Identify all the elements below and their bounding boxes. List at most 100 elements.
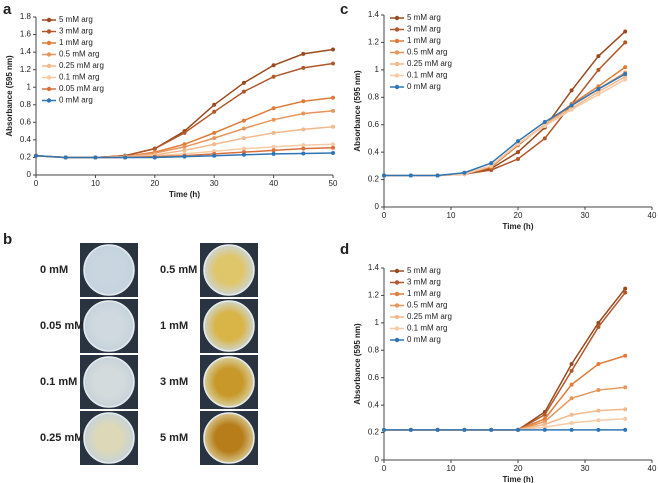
y-tick-label: 0.6	[368, 373, 380, 382]
series-line	[384, 73, 626, 177]
legend-marker	[46, 75, 52, 80]
data-point	[596, 324, 601, 329]
data-point	[301, 51, 306, 56]
plate	[83, 412, 135, 464]
data-point	[596, 408, 601, 413]
data-point	[34, 153, 38, 158]
data-point	[569, 88, 574, 93]
y-tick-label: 0.8	[20, 100, 32, 109]
data-point	[408, 427, 413, 432]
data-point	[212, 109, 217, 114]
data-point	[331, 47, 335, 52]
y-tick-label: 1.2	[20, 65, 32, 74]
legend-marker	[46, 40, 52, 46]
data-point	[212, 136, 217, 141]
legend-marker	[394, 303, 400, 308]
data-point	[331, 95, 335, 100]
data-point	[623, 416, 628, 421]
data-point	[569, 362, 574, 366]
legend-label: 0.05 mM arg	[59, 84, 104, 93]
legend-marker	[394, 84, 400, 90]
data-point	[241, 136, 246, 141]
y-tick-label: 0.8	[368, 345, 380, 354]
legend-label: 1 mM arg	[59, 38, 93, 47]
data-point	[489, 167, 494, 172]
legend-marker	[394, 27, 400, 32]
data-point	[623, 290, 628, 295]
data-point	[301, 99, 306, 104]
data-point	[542, 422, 547, 427]
y-axis-title: Absorbance (595 nm)	[5, 55, 14, 137]
x-tick-label: 30	[581, 464, 590, 473]
y-tick-label: 1.8	[20, 12, 32, 21]
data-point	[542, 425, 547, 430]
legend-marker	[394, 326, 400, 331]
data-point	[212, 153, 217, 158]
data-point	[182, 130, 187, 135]
legend-label: 3 mM arg	[59, 27, 93, 36]
legend-label: 0 mM arg	[59, 96, 93, 105]
data-point	[623, 65, 628, 70]
data-point	[542, 412, 547, 417]
x-tick-label: 20	[514, 464, 523, 473]
plate	[203, 412, 255, 464]
x-tick-label: 10	[91, 179, 100, 188]
data-point	[596, 388, 601, 393]
y-tick-label: 0.4	[368, 147, 380, 156]
legend-marker	[394, 15, 400, 21]
data-point	[271, 144, 276, 149]
data-point	[93, 155, 98, 160]
data-point	[596, 67, 601, 72]
legend-label: 0.5 mM arg	[407, 48, 447, 57]
data-point	[516, 427, 520, 432]
data-point	[408, 173, 413, 178]
data-point	[271, 74, 276, 79]
legend-marker	[46, 98, 52, 103]
data-point	[596, 92, 601, 97]
y-tick-label: 0	[375, 202, 380, 211]
legend-marker	[394, 337, 400, 343]
plate	[83, 244, 135, 296]
data-point	[182, 154, 187, 159]
data-point	[462, 427, 467, 432]
data-point	[569, 412, 574, 417]
data-point	[331, 142, 335, 147]
legend-label: 0.1 mM arg	[59, 73, 99, 82]
legend-marker	[394, 291, 400, 297]
legend-label: 0.25 mM arg	[407, 59, 452, 68]
y-tick-label: 1.4	[368, 10, 380, 19]
data-point	[623, 74, 628, 79]
data-point	[301, 151, 306, 156]
data-point	[301, 146, 306, 151]
legend-marker	[46, 17, 52, 23]
legend-label: 0 mM arg	[407, 335, 441, 344]
x-tick-label: 50	[329, 179, 338, 188]
x-axis-title: Time (h)	[169, 190, 200, 199]
data-point	[489, 427, 494, 432]
x-tick-label: 20	[150, 179, 159, 188]
data-point	[212, 102, 217, 107]
data-point	[271, 148, 276, 153]
legend-marker	[46, 29, 52, 34]
x-tick-label: 0	[382, 464, 387, 473]
data-point	[271, 106, 276, 111]
legend-label: 1 mM arg	[407, 36, 441, 45]
data-point	[182, 148, 187, 153]
data-point	[182, 144, 187, 149]
plate-label: 0.5 mM	[160, 264, 197, 276]
y-tick-label: 0.4	[20, 135, 32, 144]
plate	[203, 356, 255, 408]
data-point	[596, 320, 601, 325]
data-point	[435, 427, 440, 432]
data-point	[271, 130, 276, 135]
data-point	[382, 173, 386, 178]
data-point	[623, 407, 628, 412]
y-tick-label: 0.2	[368, 175, 380, 184]
data-point	[596, 54, 601, 59]
legend-label: 0.5 mM arg	[407, 301, 447, 310]
data-point	[623, 71, 628, 76]
legend-marker	[394, 280, 400, 285]
plate	[203, 244, 255, 296]
legend-marker	[394, 73, 400, 78]
